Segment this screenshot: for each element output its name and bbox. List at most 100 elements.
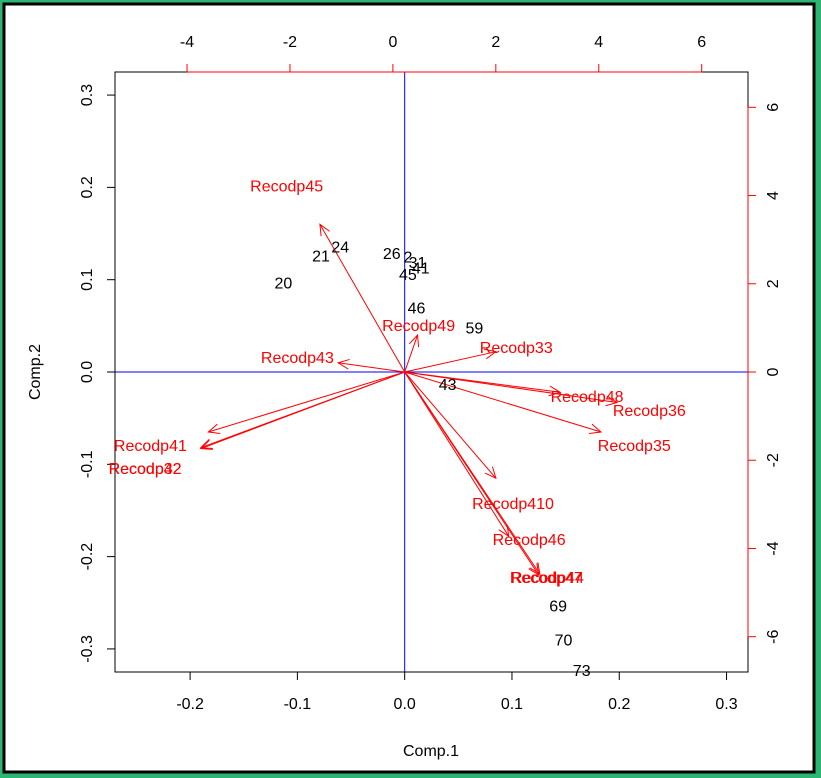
- loading-labels: Recodp45 Recodp43 Recodp49 Recodp33 Recodp48…: [109, 179, 686, 587]
- score-point-label: 43: [439, 377, 457, 394]
- y-tick-label: -0.3: [79, 635, 96, 663]
- score-point-label: 41: [412, 261, 430, 278]
- arrow-head: [408, 333, 420, 348]
- loading-label: Recodp46: [493, 532, 566, 549]
- loading-arrow: [319, 223, 406, 373]
- arrow-head: [605, 395, 619, 407]
- arrow-shaft: [208, 371, 405, 433]
- arrow-head: [336, 358, 350, 370]
- arrow-shaft: [200, 371, 405, 449]
- arrow-head: [548, 385, 562, 397]
- loading-label: Recodp410: [472, 496, 554, 513]
- arrow-shaft: [404, 334, 419, 373]
- right-tick-label: -4: [765, 541, 782, 555]
- arrow-head: [528, 563, 540, 577]
- arrow-head: [589, 423, 603, 434]
- top-tick-label: -2: [283, 34, 297, 51]
- score-point-label: 20: [275, 275, 293, 292]
- arrow-head: [207, 423, 221, 434]
- loading-arrows: [199, 223, 619, 577]
- loading-arrow: [336, 358, 405, 373]
- right-tick-label: 0: [765, 367, 782, 376]
- y-tick-label: 0.2: [79, 176, 96, 198]
- x-tick-label: 0.1: [501, 696, 523, 713]
- y-axis-left: -0.3 -0.2 -0.1 0.0 0.1 0.2 0.3: [79, 84, 116, 663]
- y-tick-label: 0.3: [79, 84, 96, 106]
- right-tick-label: 2: [765, 279, 782, 288]
- y-tick-label: -0.2: [79, 543, 96, 571]
- arrow-head: [319, 223, 330, 237]
- arrow-shaft: [404, 371, 497, 479]
- loading-label: Recodp48: [551, 389, 624, 406]
- arrow-head: [199, 439, 213, 450]
- y-tick-label: 0.0: [79, 361, 96, 383]
- x-tick-label: 0.0: [394, 696, 416, 713]
- x-tick-label: -0.1: [284, 696, 312, 713]
- score-point-label: 46: [408, 300, 426, 317]
- top-tick-label: -4: [180, 34, 194, 51]
- score-point-label: 45: [399, 267, 417, 284]
- loading-label: Recodp32: [109, 461, 182, 478]
- loading-label: Recodp47: [510, 570, 583, 587]
- arrow-shaft: [404, 371, 618, 403]
- score-point-label: 31: [409, 255, 427, 272]
- arrow-shaft: [404, 371, 602, 433]
- score-point-label: 2: [403, 250, 412, 267]
- y-tick-label: -0.1: [79, 450, 96, 478]
- loading-arrow: [404, 371, 603, 434]
- loading-label: Recodp42: [109, 461, 182, 478]
- arrow-head: [529, 562, 541, 576]
- y-axis-label: Comp.2: [27, 344, 44, 400]
- loading-arrow: [404, 371, 619, 407]
- x-tick-label: 0.2: [608, 696, 630, 713]
- loading-label: Recodp41: [114, 438, 187, 455]
- x-tick-label: -0.2: [176, 696, 204, 713]
- score-point-label: 69: [549, 599, 567, 616]
- x-axis-bottom: -0.2 -0.1 0.0 0.1 0.2 0.3: [176, 671, 738, 713]
- arrow-head: [484, 348, 498, 360]
- score-point-label: 70: [555, 633, 573, 650]
- arrow-shaft: [338, 362, 405, 373]
- right-tick-label: -6: [765, 629, 782, 643]
- loading-arrow: [207, 371, 405, 434]
- score-point-label: 24: [331, 239, 349, 256]
- score-point-label: 21: [312, 249, 330, 266]
- loading-arrow: [404, 371, 541, 576]
- arrow-shaft: [404, 351, 496, 373]
- loading-arrow: [404, 333, 420, 373]
- right-tick-label: 4: [765, 191, 782, 200]
- loading-label: Recodp33: [480, 340, 553, 357]
- loading-label: Recodp35: [598, 438, 671, 455]
- score-point-label: 26: [383, 246, 401, 263]
- loading-label: Recodp36: [613, 403, 686, 420]
- arrow-head: [199, 438, 213, 449]
- loading-label: Recodp43: [261, 350, 334, 367]
- x-axis-top: -4 -2 0 2 4 6: [180, 34, 706, 73]
- loading-arrow: [199, 371, 405, 449]
- top-tick-label: 2: [491, 34, 500, 51]
- arrow-shaft: [404, 371, 510, 537]
- y-axis-right: -6 -4 -2 0 2 4 6: [747, 103, 782, 644]
- score-point-label: 73: [573, 663, 591, 680]
- arrow-head: [484, 466, 497, 480]
- top-tick-label: 6: [697, 34, 706, 51]
- score-point-label: 59: [466, 321, 484, 338]
- loading-label: Recodp45: [250, 179, 323, 196]
- arrow-shaft: [404, 371, 541, 575]
- loading-arrow: [404, 371, 497, 480]
- loading-label: Recodp44: [511, 570, 584, 587]
- y-tick-label: 0.1: [79, 268, 96, 290]
- arrow-shaft: [319, 224, 406, 373]
- loading-label: Recodp49: [382, 318, 455, 335]
- loading-arrow: [404, 348, 498, 373]
- top-tick-label: 0: [388, 34, 397, 51]
- x-tick-label: 0.3: [715, 696, 737, 713]
- right-tick-label: 6: [765, 103, 782, 112]
- top-tick-label: 4: [594, 34, 603, 51]
- x-axis-label: Comp.1: [403, 743, 459, 760]
- right-tick-label: -2: [765, 453, 782, 467]
